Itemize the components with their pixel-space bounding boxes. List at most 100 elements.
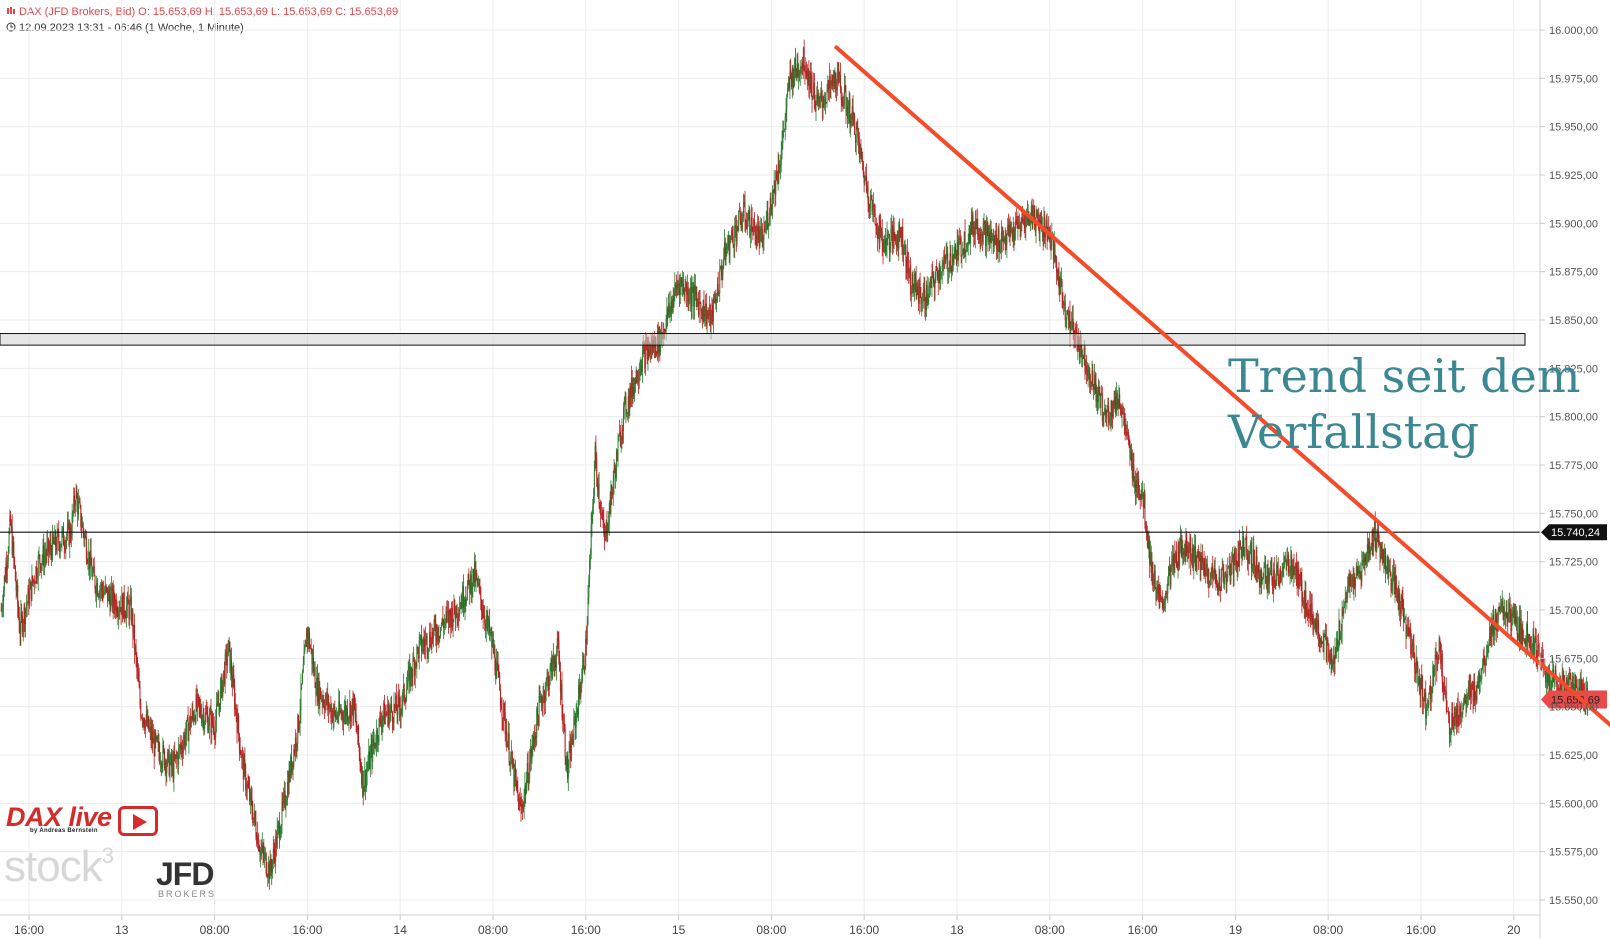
candle-body	[835, 88, 837, 91]
candle-body	[335, 715, 337, 719]
candle-body	[548, 675, 550, 690]
candle-body	[429, 631, 431, 645]
candle-body	[1029, 222, 1031, 226]
candle-body	[384, 703, 386, 725]
candle-body	[1204, 570, 1206, 577]
candle-body	[217, 702, 219, 707]
candle-body	[961, 255, 963, 257]
candle-body	[1084, 347, 1086, 373]
candle-body	[303, 651, 305, 666]
candle-body	[1353, 576, 1355, 589]
candle-body	[796, 63, 798, 77]
candle-body	[454, 599, 456, 613]
candle-body	[1440, 644, 1442, 664]
candle-body	[988, 232, 990, 242]
annotation-line-2: Verfallstag	[1228, 405, 1480, 459]
candle-body	[1231, 554, 1233, 560]
candle-body	[1291, 570, 1293, 578]
candle-body	[1515, 616, 1517, 625]
candle-body	[1040, 219, 1042, 222]
candle-body	[578, 685, 580, 693]
candle-body	[1013, 229, 1015, 240]
candle-body	[25, 606, 27, 610]
candle-body	[220, 676, 222, 687]
candle-body	[1417, 665, 1419, 685]
candle-body	[749, 209, 751, 237]
candle-body	[1195, 565, 1197, 572]
candle-body	[1153, 584, 1155, 587]
candle-body	[1435, 654, 1437, 658]
candle-body	[1063, 302, 1065, 306]
candle-body	[804, 70, 806, 75]
candle-body	[779, 167, 781, 173]
candle-body	[691, 292, 693, 307]
candle-body	[80, 505, 82, 527]
candle-body	[1153, 570, 1155, 585]
candle-body	[1247, 559, 1249, 563]
candle-body	[310, 648, 312, 650]
candle-body	[249, 787, 251, 802]
candle-body	[166, 764, 168, 774]
candle-body	[174, 754, 176, 759]
candle-body	[1236, 566, 1238, 568]
candle-body	[618, 435, 620, 442]
candle-body	[1473, 681, 1475, 702]
candle-body	[1049, 230, 1051, 249]
candle-body	[126, 605, 128, 619]
candle-body	[798, 75, 800, 77]
candle-body	[690, 287, 692, 300]
candle-body	[558, 640, 560, 660]
candle-body	[756, 235, 758, 243]
candle-body	[630, 377, 632, 399]
candle-body	[634, 378, 636, 384]
candle-body	[437, 627, 439, 639]
last-price-tag	[1541, 690, 1607, 709]
candle-body	[381, 720, 383, 728]
candle-body	[507, 742, 509, 748]
candle-body	[202, 713, 204, 718]
candle-body	[1205, 563, 1207, 569]
candle-body	[883, 244, 885, 252]
candle-body	[1336, 638, 1338, 651]
candle-body	[789, 70, 791, 89]
candle-body	[974, 221, 976, 236]
candle-body	[1370, 546, 1372, 551]
candle-body	[663, 328, 665, 336]
candle-body	[1423, 699, 1425, 701]
candle-body	[1257, 565, 1259, 575]
candle-body	[802, 47, 804, 69]
y-tick-label: 15.925,00	[1549, 170, 1598, 182]
candle-body	[1528, 634, 1530, 646]
candle-body	[342, 712, 344, 719]
candle-body	[851, 106, 853, 114]
candle-body	[762, 239, 764, 247]
candle-body	[391, 703, 393, 712]
candle-body	[148, 728, 150, 731]
candle-body	[178, 745, 180, 748]
candle-body	[324, 700, 326, 711]
candle-body	[436, 636, 438, 642]
candle-body	[750, 233, 752, 237]
candle-body	[465, 599, 467, 601]
candle-body	[676, 284, 678, 290]
candle-body	[711, 305, 713, 314]
candle-body	[116, 613, 118, 615]
candle-body	[865, 175, 867, 179]
candle-body	[791, 67, 793, 88]
candle-body	[894, 235, 896, 237]
candle-body	[2, 606, 4, 610]
x-axis: 16:00 13 08:00 16:00 14 08:00 16:00 15 08:00 16:0…	[0, 914, 1540, 937]
y-tick-label: 15.675,00	[1549, 653, 1598, 665]
candle-body	[1550, 688, 1552, 690]
candle-body	[432, 628, 434, 639]
candle-body	[882, 243, 884, 252]
candle-body	[1472, 689, 1474, 702]
candle-body	[521, 804, 523, 812]
candle-body	[1098, 387, 1100, 393]
candle-body	[1269, 571, 1271, 573]
candle-body	[750, 217, 752, 234]
candle-body	[278, 822, 280, 826]
candle-body	[1397, 598, 1399, 604]
candle-body	[149, 726, 151, 729]
